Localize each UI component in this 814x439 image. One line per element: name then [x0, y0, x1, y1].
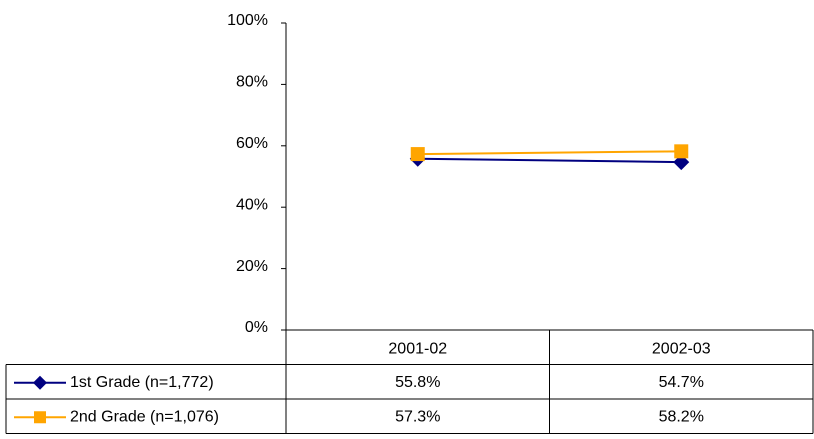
- y-tick-label: 60%: [236, 135, 268, 152]
- legend-label: 1st Grade (n=1,772): [70, 374, 214, 391]
- data-label: 58.2%: [659, 408, 704, 425]
- legend-label: 2nd Grade (n=1,076): [70, 408, 219, 425]
- y-tick-label: 0%: [245, 319, 268, 336]
- data-label: 57.3%: [395, 408, 440, 425]
- x-tick-label: 2002-03: [652, 340, 711, 357]
- y-tick-label: 20%: [236, 258, 268, 275]
- legend-marker: [33, 375, 47, 390]
- x-tick-label: 2001-02: [388, 340, 447, 357]
- data-point: [410, 147, 425, 162]
- data-point: [674, 144, 689, 159]
- legend-marker: [34, 411, 46, 424]
- series-line: [417, 157, 682, 164]
- y-tick-label: 100%: [227, 12, 268, 29]
- y-tick-label: 40%: [236, 196, 268, 213]
- data-label: 55.8%: [395, 374, 440, 391]
- data-label: 54.7%: [659, 374, 704, 391]
- y-tick-label: 80%: [236, 74, 268, 91]
- series-line: [417, 150, 682, 156]
